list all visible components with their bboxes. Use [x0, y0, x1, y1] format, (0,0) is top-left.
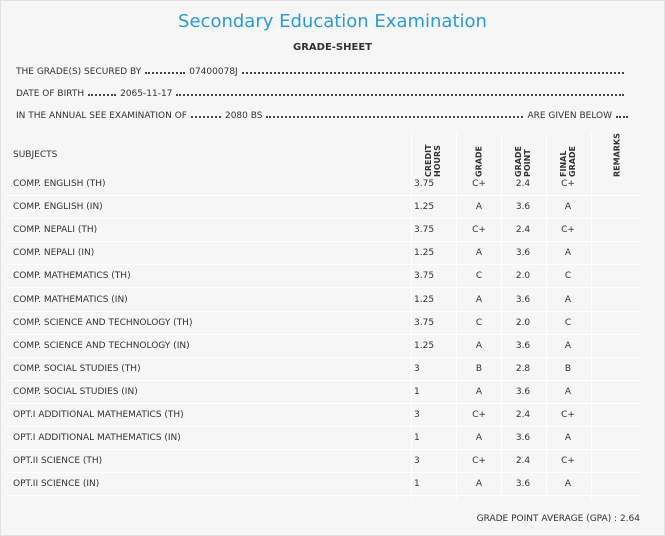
subject: COMP. SOCIAL STUDIES (TH) — [13, 363, 141, 374]
column-divider — [546, 133, 547, 499]
info-label: DATE OF BIRTH — [16, 89, 85, 99]
column-header: FINAL GRADE — [559, 145, 577, 177]
credit-hours: 3 — [414, 456, 420, 467]
subject: OPT.I ADDITIONAL MATHEMATICS (TH) — [13, 410, 184, 420]
table-row: OPT.I ADDITIONAL MATHEMATICS (IN) 1 A 3.6 A — [6, 427, 641, 451]
credit-hours: 3 — [414, 363, 420, 374]
table-row: COMP. NEPALI (TH) 3.75 C+ 2.4 C+ — [6, 219, 641, 243]
subject: COMP. MATHEMATICS (TH) — [13, 271, 131, 282]
info-tail: ARE GIVEN BELOW — [527, 111, 612, 121]
column-header: GRADE — [474, 145, 484, 177]
credit-hours: 1.25 — [414, 340, 435, 351]
table-row: COMP. SOCIAL STUDIES (TH) 3 B 2.8 B — [6, 358, 641, 381]
column-divider — [411, 133, 412, 499]
subject: OPT.I ADDITIONAL MATHEMATICS (IN) — [13, 433, 181, 444]
table-row: OPT.I ADDITIONAL MATHEMATICS (TH) 3 C+ 2.4 C… — [6, 404, 641, 427]
info-label: IN THE ANNUAL SEE EXAMINATION OF — [16, 111, 187, 121]
info-line: THE GRADE(S) SECURED BY 07400078J — [16, 63, 628, 77]
subject: COMP. SCIENCE AND TECHNOLOGY (IN) — [13, 340, 190, 351]
column-divider — [456, 133, 457, 499]
subject: COMP. ENGLISH (IN) — [13, 202, 103, 213]
column-header: CREDIT HOURS — [424, 144, 442, 177]
info-label: THE GRADE(S) SECURED BY — [16, 67, 142, 77]
credit-hours: 1 — [414, 433, 420, 444]
subject: COMP. NEPALI (IN) — [13, 248, 95, 259]
column-header: REMARKS — [612, 133, 622, 177]
info-line: IN THE ANNUAL SEE EXAMINATION OF 2080 BS… — [16, 107, 628, 121]
subject: COMP. SOCIAL STUDIES (IN) — [13, 386, 138, 397]
table-row: OPT.II SCIENCE (TH) 3 C+ 2.4 C+ — [6, 450, 641, 474]
table-row: COMP. ENGLISH (TH) 3.75 C+ 2.4 C+ — [6, 173, 641, 196]
info-line: DATE OF BIRTH 2065-11-17 — [16, 85, 628, 99]
column-header: SUBJECTS — [13, 150, 58, 160]
table-row: COMP. MATHEMATICS (IN) 1.25 A 3.6 A — [6, 289, 641, 312]
table-row: COMP. SCIENCE AND TECHNOLOGY (TH) 3.75 C 2.… — [6, 312, 641, 335]
credit-hours: 3.75 — [414, 179, 435, 189]
table-row: COMP. NEPALI (IN) 1.25 A 3.6 A — [6, 242, 641, 266]
credit-hours: 1.25 — [414, 294, 435, 305]
column-header: GRADE POINT — [514, 145, 532, 177]
credit-hours: 3 — [414, 410, 420, 420]
credit-hours: 1.25 — [414, 202, 435, 213]
info-value: 07400078J — [189, 67, 238, 77]
subject: OPT.II SCIENCE (TH) — [13, 456, 103, 467]
credit-hours: 3.75 — [414, 271, 435, 282]
credit-hours: 3.75 — [414, 225, 435, 236]
credit-hours: 1 — [414, 386, 420, 397]
column-divider — [501, 133, 502, 499]
subject: COMP. NEPALI (TH) — [13, 225, 98, 236]
credit-hours: 1 — [414, 479, 420, 490]
credit-hours: 3.75 — [414, 317, 435, 328]
table-row: COMP. SCIENCE AND TECHNOLOGY (IN) 1.25 A 3.… — [6, 335, 641, 358]
table-row: OPT.II SCIENCE (IN) 1 A 3.6 A — [6, 473, 641, 497]
subject: OPT.II SCIENCE (IN) — [13, 479, 100, 490]
table-row: COMP. SOCIAL STUDIES (IN) 1 A 3.6 A — [6, 381, 641, 404]
table-row: COMP. ENGLISH (IN) 1.25 A 3.6 A — [6, 196, 641, 220]
subject: COMP. MATHEMATICS (IN) — [13, 294, 128, 305]
subject: COMP. SCIENCE AND TECHNOLOGY (TH) — [13, 317, 193, 328]
subject: COMP. ENGLISH (TH) — [13, 179, 106, 189]
info-value: 2080 BS — [224, 111, 263, 121]
title: Secondary Education Examination — [178, 11, 487, 32]
info-value: 2065-11-17 — [120, 89, 173, 99]
subtitle: GRADE-SHEET — [293, 42, 372, 53]
credit-hours: 1.25 — [414, 248, 435, 259]
gpa: GRADE POINT AVERAGE (GPA) : 2.64 — [476, 514, 640, 524]
column-divider — [591, 133, 592, 499]
table-row: COMP. MATHEMATICS (TH) 3.75 C 2.0 C — [6, 265, 641, 289]
